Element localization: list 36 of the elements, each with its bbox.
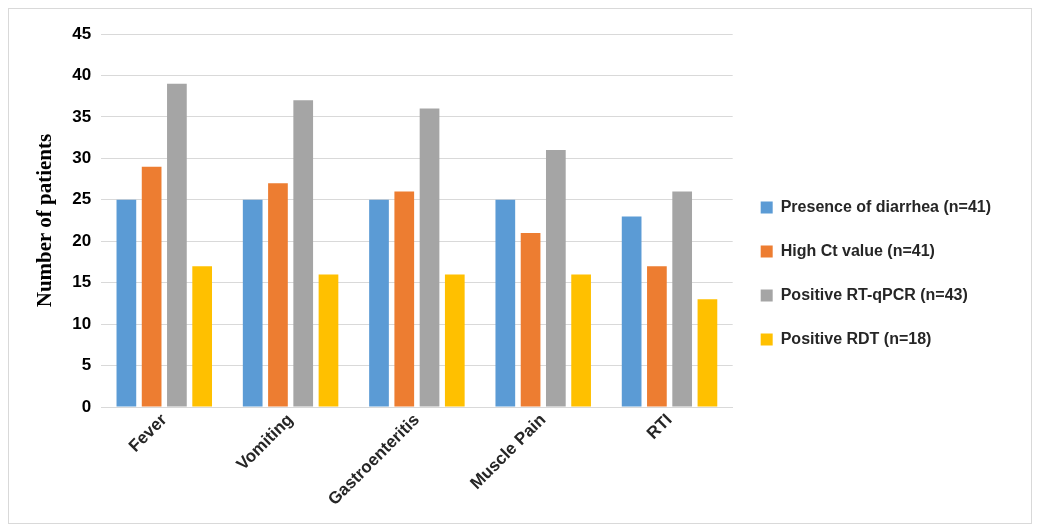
bar bbox=[242, 199, 263, 407]
legend-label: Presence of diarrhea (n=41) bbox=[780, 197, 991, 215]
y-tick-label: 20 bbox=[72, 230, 92, 250]
legend-label: High Ct value (n=41) bbox=[780, 241, 935, 259]
y-tick-label: 15 bbox=[72, 272, 92, 292]
bar bbox=[419, 108, 440, 407]
bar bbox=[141, 166, 162, 407]
y-tick-label: 10 bbox=[72, 313, 92, 333]
bar bbox=[571, 274, 591, 407]
bar bbox=[369, 199, 389, 407]
bar bbox=[318, 274, 339, 407]
bar bbox=[621, 216, 642, 407]
bar bbox=[697, 299, 718, 407]
y-axis-title: Number of patients bbox=[32, 133, 57, 308]
y-tick-label: 25 bbox=[72, 189, 92, 209]
bar bbox=[192, 266, 213, 407]
bar bbox=[116, 199, 137, 407]
bar bbox=[167, 83, 187, 407]
bar bbox=[672, 191, 693, 407]
bar bbox=[495, 199, 516, 407]
y-tick-label: 0 bbox=[81, 396, 92, 416]
y-tick-label: 5 bbox=[81, 355, 92, 375]
y-tick-label: 45 bbox=[72, 23, 92, 43]
bar bbox=[545, 150, 566, 407]
bar bbox=[394, 191, 415, 407]
legend-label: Positive RT-qPCR (n=43) bbox=[780, 285, 968, 303]
x-tick-label: RTI bbox=[642, 409, 676, 443]
bar bbox=[293, 100, 314, 407]
bar bbox=[647, 266, 667, 407]
y-tick-label: 35 bbox=[72, 106, 92, 126]
bar bbox=[520, 232, 541, 407]
bar bbox=[268, 183, 288, 407]
y-tick-label: 30 bbox=[72, 148, 92, 168]
y-tick-label: 40 bbox=[72, 65, 92, 85]
legend-label: Positive RDT (n=18) bbox=[780, 329, 932, 347]
bar bbox=[444, 274, 465, 407]
